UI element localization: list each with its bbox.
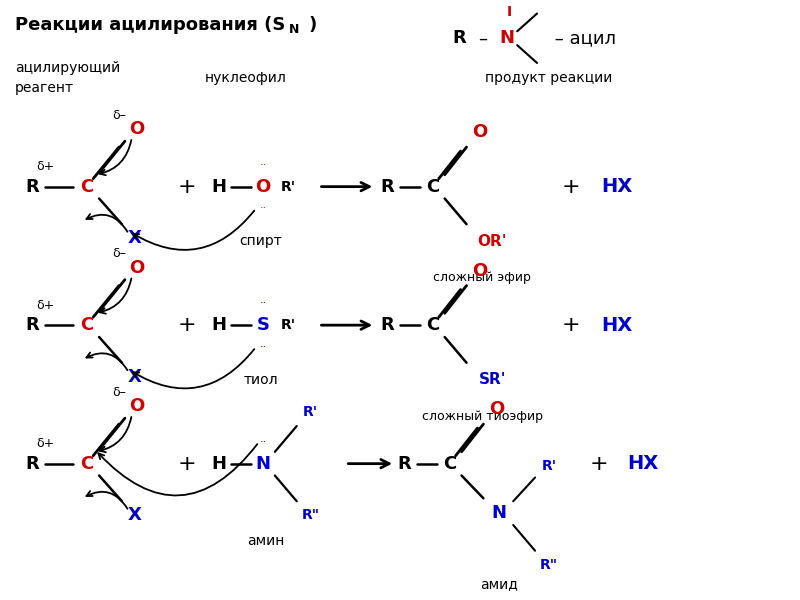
Text: N: N (255, 455, 270, 473)
Text: R": R" (540, 557, 558, 572)
Text: +: + (562, 176, 580, 197)
Text: C: C (426, 178, 439, 196)
Text: ··: ·· (259, 437, 266, 447)
Text: δ+: δ+ (36, 160, 54, 173)
Text: HX: HX (601, 316, 632, 335)
Text: R: R (380, 316, 394, 334)
Text: I: I (506, 5, 512, 19)
Text: δ+: δ+ (36, 299, 54, 312)
Text: амид: амид (480, 577, 518, 592)
Text: R: R (380, 178, 394, 196)
Text: C: C (81, 178, 94, 196)
Text: C: C (81, 455, 94, 473)
Text: R: R (453, 29, 466, 47)
Text: +: + (177, 176, 196, 197)
Text: C: C (81, 316, 94, 334)
Text: N: N (492, 504, 507, 522)
Text: ··: ·· (259, 160, 266, 170)
Text: H: H (212, 455, 226, 473)
Text: X: X (128, 506, 142, 524)
Text: реагент: реагент (14, 81, 74, 95)
Text: O: O (255, 178, 270, 196)
Text: R: R (397, 455, 411, 473)
Text: амин: амин (247, 534, 285, 548)
Text: OR': OR' (478, 233, 507, 248)
Text: δ+: δ+ (36, 437, 54, 451)
Text: –: – (478, 29, 487, 47)
Text: HX: HX (601, 177, 632, 196)
Text: +: + (177, 315, 196, 335)
Text: ··: ·· (259, 342, 266, 352)
Text: N: N (289, 23, 299, 36)
Text: ··: ·· (259, 298, 266, 308)
Text: δ–: δ– (112, 386, 126, 399)
Text: ): ) (309, 16, 317, 34)
Text: N: N (500, 29, 514, 47)
Text: R": R" (302, 508, 320, 522)
Text: тиол: тиол (244, 373, 278, 386)
Text: +: + (562, 315, 580, 335)
Text: R: R (26, 178, 39, 196)
Text: X: X (128, 368, 142, 386)
Text: спирт: спирт (239, 234, 282, 248)
Text: +: + (177, 454, 196, 473)
Text: δ–: δ– (112, 109, 126, 122)
Text: R': R' (542, 458, 557, 473)
Text: R': R' (282, 318, 296, 332)
Text: O: O (489, 400, 504, 418)
Text: H: H (212, 316, 226, 334)
Text: R: R (26, 455, 39, 473)
Text: R': R' (303, 405, 318, 419)
Text: X: X (128, 229, 142, 247)
Text: C: C (443, 455, 456, 473)
Text: O: O (130, 259, 145, 277)
Text: сложный тиоэфир: сложный тиоэфир (422, 410, 543, 422)
Text: +: + (590, 454, 608, 473)
Text: O: O (472, 262, 487, 280)
Text: HX: HX (628, 454, 659, 473)
Text: R: R (26, 316, 39, 334)
Text: SR': SR' (478, 372, 506, 387)
Text: нуклеофил: нуклеофил (205, 71, 287, 85)
Text: S: S (257, 316, 270, 334)
Text: ··: ·· (259, 203, 266, 214)
Text: δ–: δ– (112, 247, 126, 260)
Text: O: O (472, 123, 487, 141)
Text: R': R' (282, 179, 296, 194)
Text: продукт реакции: продукт реакции (486, 71, 613, 85)
Text: H: H (212, 178, 226, 196)
Text: сложный эфир: сложный эфир (434, 271, 531, 284)
Text: C: C (426, 316, 439, 334)
Text: O: O (130, 397, 145, 415)
Text: ацилирующий: ацилирующий (14, 61, 120, 75)
Text: Реакции ацилирования (S: Реакции ацилирования (S (14, 16, 285, 34)
Text: – ацил: – ацил (549, 29, 616, 47)
Text: O: O (130, 120, 145, 138)
